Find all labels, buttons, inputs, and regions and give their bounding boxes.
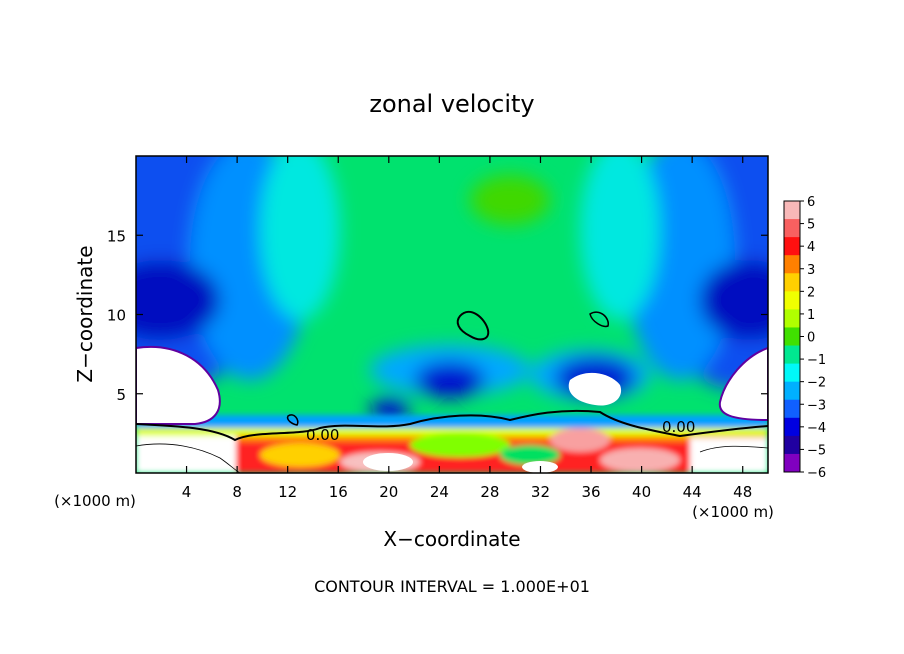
colorbar-swatch <box>784 417 800 437</box>
colorbar-swatch <box>784 399 800 419</box>
colorbar: 6 5 4 3 2 1 0 −1 −2 −3 −4 −5 −6 <box>783 195 826 481</box>
x-axis-ticks: 4 8 12 16 20 24 28 32 36 40 44 48 <box>182 156 752 501</box>
chart-title: zonal velocity <box>369 90 534 118</box>
colorbar-swatch <box>784 435 800 455</box>
x-tick-label: 40 <box>632 483 651 501</box>
colorbar-tick-label: 6 <box>807 195 815 210</box>
colorbar-tick-label: 5 <box>807 218 815 233</box>
contour-interval-footer: CONTOUR INTERVAL = 1.000E+01 <box>314 577 590 596</box>
colorbar-swatch <box>784 219 800 238</box>
x-tick-label: 12 <box>278 483 297 501</box>
colorbar-swatch <box>784 381 800 401</box>
x-tick-label: 16 <box>329 483 348 501</box>
x-unit-label-left: (×1000 m) <box>54 492 136 510</box>
x-tick-label: 4 <box>182 483 192 501</box>
colorbar-tick-label: 3 <box>807 263 815 278</box>
colorbar-tick-label: −3 <box>807 398 826 413</box>
y-tick-label: 10 <box>107 307 126 325</box>
x-tick-label: 36 <box>581 483 600 501</box>
colorbar-tick-label: 1 <box>807 308 815 323</box>
colorbar-tick-label: −2 <box>807 376 826 391</box>
x-unit-label-right: (×1000 m) <box>692 503 774 521</box>
x-tick-label: 20 <box>379 483 398 501</box>
colorbar-tick-label: −6 <box>807 466 826 481</box>
y-axis-label: Z−coordinate <box>73 245 97 382</box>
colorbar-tick-label: 4 <box>807 240 815 255</box>
y-axis-ticks: 5 10 15 <box>107 227 768 404</box>
x-tick-label: 32 <box>531 483 550 501</box>
x-tick-label: 44 <box>683 483 702 501</box>
contour-label-right: 0.00 <box>662 418 695 436</box>
colorbar-tick-label: 2 <box>807 285 815 300</box>
x-tick-label: 8 <box>232 483 242 501</box>
heatmap-field: 0.00 0.00 <box>136 156 768 473</box>
colorbar-swatch <box>784 309 800 328</box>
colorbar-tick-label: −1 <box>807 353 826 368</box>
colorbar-swatch <box>784 345 800 365</box>
x-tick-label: 28 <box>480 483 499 501</box>
colorbar-swatch <box>784 327 800 347</box>
contour-label-left: 0.00 <box>306 426 339 444</box>
y-tick-label: 15 <box>107 227 126 245</box>
colorbar-swatch <box>784 255 800 274</box>
x-axis-label: X−coordinate <box>383 527 520 551</box>
colorbar-swatch <box>784 453 800 473</box>
colorbar-tick-label: 0 <box>807 331 815 346</box>
colorbar-swatch <box>784 201 800 220</box>
x-tick-label: 48 <box>733 483 752 501</box>
colorbar-swatch <box>784 237 800 256</box>
colorbar-swatch <box>784 273 800 292</box>
x-tick-label: 24 <box>430 483 449 501</box>
colorbar-tick-label: −4 <box>807 421 826 436</box>
y-tick-label: 5 <box>116 386 126 404</box>
colorbar-swatch <box>784 291 800 310</box>
colorbar-tick-label: −5 <box>807 443 826 458</box>
colorbar-swatch <box>784 363 800 383</box>
